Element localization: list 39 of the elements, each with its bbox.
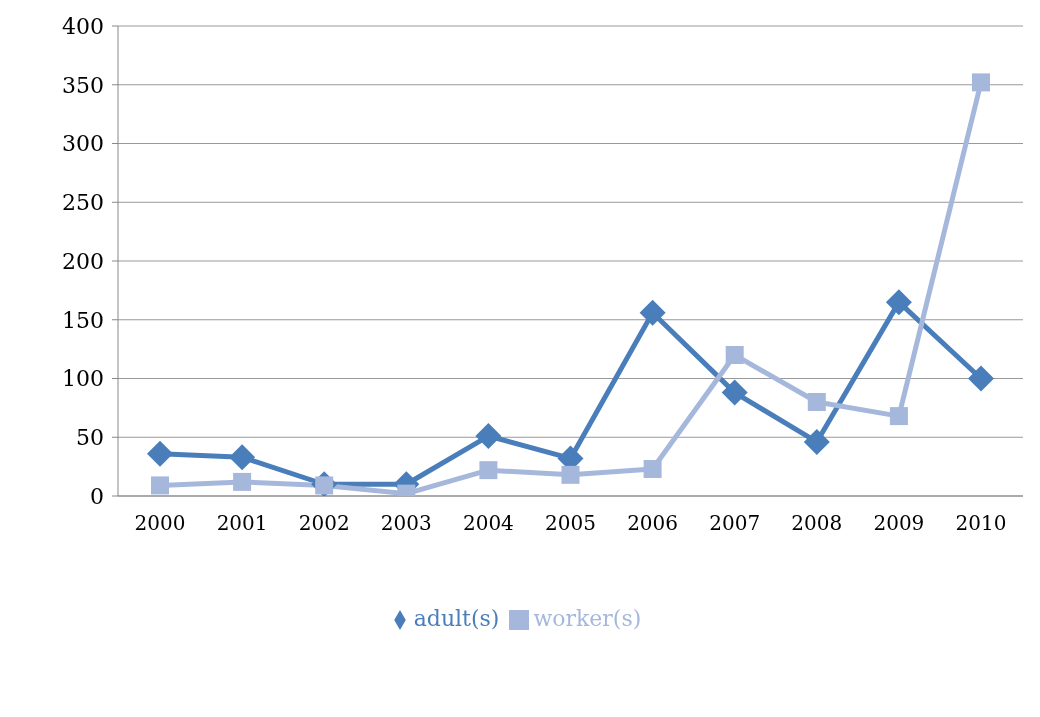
point (561, 465, 580, 484)
point (233, 472, 252, 491)
y-tick-label: 0 (90, 483, 104, 509)
point (968, 365, 994, 392)
y-tick-label: 300 (62, 131, 104, 157)
point (229, 444, 256, 471)
y-tick-label: 350 (62, 72, 104, 98)
x-tick-label: 2003 (380, 511, 432, 536)
legend-label: adult(s) (413, 606, 500, 631)
y-tick-label: 150 (62, 307, 104, 333)
x-tick-label: 2009 (873, 511, 925, 536)
point (885, 289, 912, 316)
point (643, 459, 662, 478)
y-tick-label: 200 (62, 248, 104, 274)
y-tick-label: 250 (62, 190, 104, 216)
point (721, 379, 748, 406)
x-tick-label: 2004 (462, 511, 514, 536)
point (151, 476, 169, 495)
point (147, 440, 173, 467)
x-tick-label: 2005 (545, 511, 596, 536)
point (972, 73, 990, 92)
point (807, 393, 826, 411)
point (725, 346, 744, 364)
y-tick-label: 100 (62, 366, 104, 392)
x-tick-label: 2010 (955, 511, 1007, 536)
point (889, 407, 908, 426)
point (475, 423, 502, 450)
y-tick-label: 50 (76, 425, 104, 451)
y-tick-label: 400 (62, 13, 104, 39)
point (479, 461, 498, 480)
x-tick-label: 2008 (791, 511, 843, 536)
x-tick-label: 2000 (134, 511, 186, 536)
x-tick-label: 2001 (216, 511, 268, 536)
legend-label: worker(s) (533, 606, 642, 631)
x-tick-label: 2006 (627, 511, 679, 536)
x-tick-label: 2002 (298, 511, 350, 536)
x-tick-label: 2007 (709, 511, 761, 536)
point (639, 299, 666, 326)
point (803, 428, 830, 455)
